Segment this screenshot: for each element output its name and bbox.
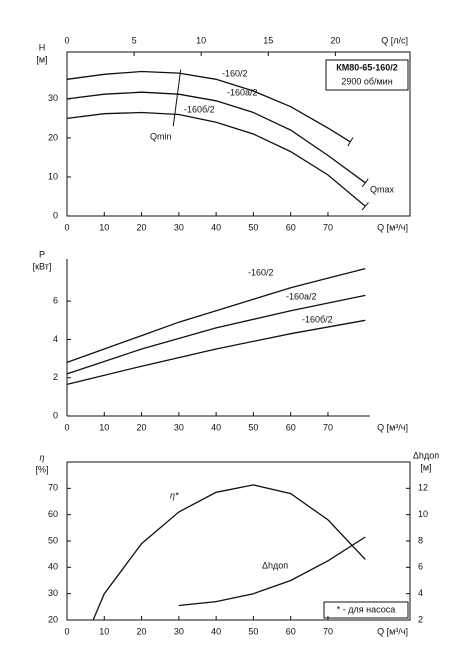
x-tick-label: 50: [248, 422, 258, 432]
end-stop: [347, 137, 354, 147]
x2-axis-label: Q [л/с]: [381, 35, 408, 45]
y-tick-label: 0: [53, 210, 58, 220]
curve-label: -160/2: [222, 68, 248, 78]
qmin-line: [172, 69, 182, 127]
x-tick-label: 30: [174, 422, 184, 432]
end-stop: [361, 202, 369, 211]
model-speed: 2900 об/мин: [341, 76, 392, 86]
x-tick-label: 70: [323, 626, 333, 636]
x-tick-label: 50: [248, 222, 258, 232]
qmin-label: Qmin: [150, 131, 172, 141]
y-axis-label: H: [39, 42, 46, 52]
curve-label: -160б/2: [184, 104, 215, 114]
model-box: [325, 59, 409, 91]
y-tick-label: 4: [53, 334, 58, 344]
y-tick-label: 50: [48, 535, 58, 545]
x-tick-label: 0: [64, 422, 69, 432]
y-tick-label: 30: [48, 93, 58, 103]
y2-axis-label: Δhдоп: [413, 450, 439, 460]
y-tick-label: 0: [53, 410, 58, 420]
x-axis-label: Q [м³/ч]: [377, 626, 408, 636]
y-tick-label: 6: [53, 295, 58, 305]
y-tick-label: 40: [48, 562, 58, 572]
x-tick-label: 70: [323, 422, 333, 432]
x-axis-label: Q [м³/ч]: [377, 422, 408, 432]
plot-frame: [66, 51, 411, 217]
y2-tick-label: 10: [418, 509, 428, 519]
note: * - для насоса: [337, 604, 395, 614]
curve: [92, 484, 366, 621]
curve-label: -160/2: [248, 267, 274, 277]
note-box: [323, 601, 409, 619]
end-stop: [361, 178, 369, 188]
x-tick-label: 10: [99, 222, 109, 232]
y-tick-label: 70: [48, 483, 58, 493]
y2-tick-label: 6: [418, 562, 423, 572]
x-tick-label: 20: [137, 222, 147, 232]
x-tick-label: 70: [323, 222, 333, 232]
curve: [66, 91, 366, 184]
x-tick-label: 20: [137, 626, 147, 636]
y-tick-label: 60: [48, 509, 58, 519]
x-tick-label: 50: [248, 626, 258, 636]
x-tick-label: 30: [174, 626, 184, 636]
y-axis-unit: [%]: [35, 464, 48, 474]
y-axis-label: P: [39, 249, 45, 259]
y2-tick-label: 2: [418, 614, 423, 624]
y-axis-label: η: [40, 452, 45, 462]
model-name: КМ80-65-160/2: [336, 62, 398, 72]
x-tick-label: 40: [211, 626, 221, 636]
y2-tick-label: 8: [418, 535, 423, 545]
x-tick-label: 40: [211, 222, 221, 232]
y-axis-unit: [м]: [36, 54, 47, 64]
y2-axis-unit: [м]: [420, 462, 431, 472]
x-tick-label: 0: [64, 222, 69, 232]
x-tick-label: 10: [99, 422, 109, 432]
curve-label: -160б/2: [302, 314, 333, 324]
x-axis-label: Q [м³/ч]: [377, 222, 408, 232]
qmax-label: Qmax: [370, 184, 395, 194]
x2-tick-label: 10: [196, 35, 206, 45]
curve-label: η*: [170, 490, 179, 500]
x-tick-label: 20: [137, 422, 147, 432]
y-tick-label: 2: [53, 372, 58, 382]
y2-tick-label: 4: [418, 588, 423, 598]
curve-label: Δhдоп: [262, 560, 288, 570]
x2-tick-label: 20: [330, 35, 340, 45]
y-axis-unit: [кВт]: [33, 261, 52, 271]
curve: [66, 319, 366, 386]
x-tick-label: 0: [64, 626, 69, 636]
curve: [66, 294, 366, 375]
x-tick-label: 60: [286, 222, 296, 232]
curve: [66, 111, 366, 207]
y2-tick-label: 12: [418, 483, 428, 493]
curve: [178, 536, 366, 607]
x-tick-label: 30: [174, 222, 184, 232]
y-tick-label: 20: [48, 614, 58, 624]
y-tick-label: 10: [48, 171, 58, 181]
x-tick-label: 10: [99, 626, 109, 636]
x-tick-label: 40: [211, 422, 221, 432]
curve: [66, 70, 351, 143]
x-tick-label: 60: [286, 626, 296, 636]
curve: [66, 267, 366, 364]
x2-tick-label: 0: [64, 35, 69, 45]
y-tick-label: 20: [48, 132, 58, 142]
curve-label: -160a/2: [286, 291, 317, 301]
x2-tick-label: 15: [263, 35, 273, 45]
x-tick-label: 60: [286, 422, 296, 432]
y-tick-label: 30: [48, 588, 58, 598]
curve-label: -160a/2: [227, 87, 258, 97]
x2-tick-label: 5: [132, 35, 137, 45]
